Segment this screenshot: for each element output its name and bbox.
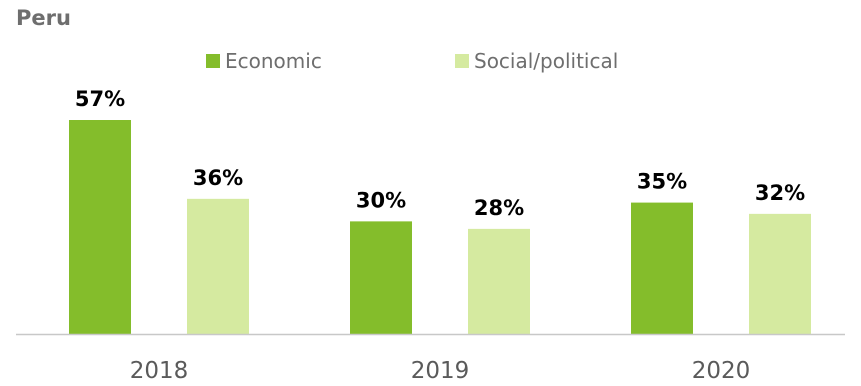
bars-group <box>69 120 811 334</box>
data-label-economic-2020: 35% <box>637 170 687 194</box>
bar-social-political-2020 <box>749 213 811 334</box>
x-tick-label-2020: 2020 <box>692 358 751 384</box>
legend-swatch-economic <box>206 54 220 68</box>
chart-title: Peru <box>16 6 71 30</box>
x-tick-label-2019: 2019 <box>411 358 470 384</box>
bar-social-political-2018 <box>187 198 249 334</box>
data-label-economic-2019: 30% <box>356 188 406 212</box>
data-label-economic-2018: 57% <box>75 87 125 111</box>
data-labels-group: 57% 36% 30% 28% 35% 32% <box>75 87 805 220</box>
bar-economic-2019 <box>350 221 412 334</box>
data-label-social-political-2020: 32% <box>755 181 805 205</box>
data-label-social-political-2018: 36% <box>193 166 243 190</box>
x-tick-label-2018: 2018 <box>130 358 189 384</box>
data-label-social-political-2019: 28% <box>474 196 524 220</box>
legend: Economic Social/political <box>206 49 618 73</box>
legend-label-social-political: Social/political <box>474 49 618 73</box>
legend-swatch-social-political <box>455 54 469 68</box>
bar-social-political-2019 <box>468 228 530 334</box>
bar-economic-2020 <box>631 202 693 334</box>
legend-label-economic: Economic <box>225 49 322 73</box>
x-axis: 2018 2019 2020 <box>16 333 845 384</box>
bar-economic-2018 <box>69 120 131 334</box>
